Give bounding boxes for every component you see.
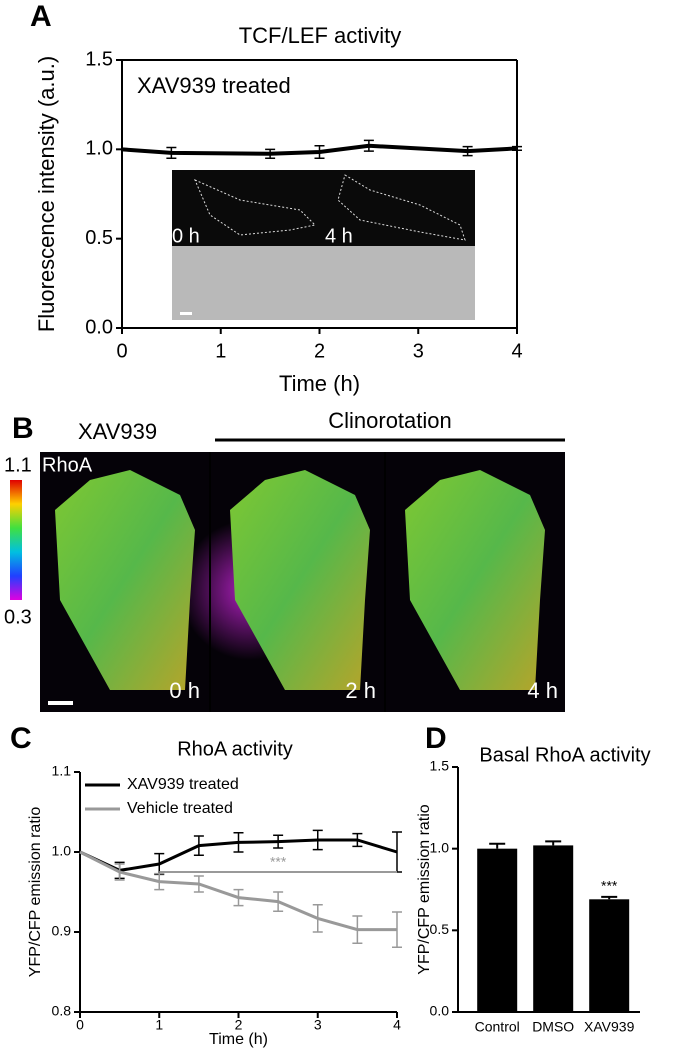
y-tick-label: 1.1 xyxy=(52,763,72,779)
x-tick-label: 3 xyxy=(314,1017,322,1033)
significance-label: *** xyxy=(270,854,287,870)
time-label: 0 h xyxy=(169,678,200,703)
y-tick-label: 0.5 xyxy=(430,921,450,937)
y-tick-label: 1.5 xyxy=(430,758,450,774)
x-tick-label: 1 xyxy=(215,340,226,362)
inset-image xyxy=(172,170,475,320)
x-tick-label: 2 xyxy=(314,340,325,362)
error-bar xyxy=(601,895,618,900)
error-bar xyxy=(265,148,276,160)
y-axis-label: Fluorescence intensity (a.u.) xyxy=(34,56,59,332)
y-tick-label: 0.0 xyxy=(85,316,113,338)
x-tick-label: 0 xyxy=(76,1017,84,1033)
inset-time: 0 h xyxy=(172,225,200,247)
microscopy-panels xyxy=(10,438,565,712)
error-bar xyxy=(273,891,284,912)
error-bar xyxy=(352,832,363,848)
error-bar xyxy=(545,840,562,846)
x-tick-label: 4 xyxy=(393,1017,401,1033)
annotation: XAV939 treated xyxy=(137,73,291,98)
error-bar xyxy=(512,145,522,151)
chart-title: TCF/LEF activity xyxy=(239,23,402,48)
condition-label: Clinorotation xyxy=(328,408,452,433)
y-axis-label: YFP/CFP emission ratio xyxy=(416,804,433,975)
error-bar xyxy=(462,145,473,157)
y-tick-label: 0.0 xyxy=(430,1003,450,1019)
bar xyxy=(477,848,518,1012)
treatment-label: XAV939 xyxy=(78,419,157,444)
y-tick-label: 0.9 xyxy=(52,923,72,939)
error-bar xyxy=(233,888,244,907)
x-tick-label: 4 xyxy=(511,340,522,362)
panel-label: B xyxy=(12,412,34,445)
probe-label: RhoA xyxy=(42,454,93,476)
x-axis-label: Time (h) xyxy=(279,371,360,396)
panel-label: A xyxy=(30,0,52,33)
x-tick-label: 0 xyxy=(116,340,127,362)
error-bar xyxy=(233,832,244,853)
error-bar xyxy=(114,863,125,881)
error-bar xyxy=(352,915,363,944)
error-bar xyxy=(193,835,204,856)
error-bar xyxy=(193,875,204,893)
colorbar-max: 1.1 xyxy=(4,454,32,476)
time-label: 4 h xyxy=(527,678,558,703)
error-bar xyxy=(154,872,165,891)
significance-label: *** xyxy=(601,878,618,894)
x-tick-label: DMSO xyxy=(532,1019,574,1035)
y-tick-label: 0.8 xyxy=(52,1003,72,1019)
error-bar xyxy=(312,904,323,933)
y-tick-label: 1.0 xyxy=(52,843,72,859)
time-label: 2 h xyxy=(345,678,376,703)
error-bar xyxy=(166,146,177,160)
inset-time: 4 h xyxy=(325,225,353,247)
x-tick-label: 2 xyxy=(235,1017,243,1033)
x-tick-label: 3 xyxy=(413,340,424,362)
error-bar xyxy=(489,842,506,849)
y-tick-label: 1.5 xyxy=(85,48,113,70)
panel-label: D xyxy=(425,722,447,755)
x-axis-label: Time (h) xyxy=(209,1031,268,1048)
chart-title: Basal RhoA activity xyxy=(479,744,650,766)
error-bar xyxy=(363,139,374,152)
bar xyxy=(589,899,630,1012)
error-bar xyxy=(392,911,402,948)
legend-label: Vehicle treated xyxy=(127,800,233,817)
y-tick-label: 0.5 xyxy=(85,227,113,249)
error-bar xyxy=(312,829,323,851)
panel-label: C xyxy=(10,722,32,755)
bar xyxy=(533,845,574,1012)
error-bar xyxy=(273,834,284,849)
x-tick-label: Control xyxy=(475,1019,520,1035)
y-tick-label: 1.0 xyxy=(430,839,450,855)
y-axis-label: YFP/CFP emission ratio xyxy=(27,807,44,978)
error-bar xyxy=(314,145,325,160)
legend-label: XAV939 treated xyxy=(127,776,239,793)
colorbar-min: 0.3 xyxy=(4,606,32,628)
x-tick-label: XAV939 xyxy=(584,1019,635,1035)
y-tick-label: 1.0 xyxy=(85,138,113,160)
chart-title: RhoA activity xyxy=(177,738,293,760)
x-tick-label: 1 xyxy=(155,1017,163,1033)
